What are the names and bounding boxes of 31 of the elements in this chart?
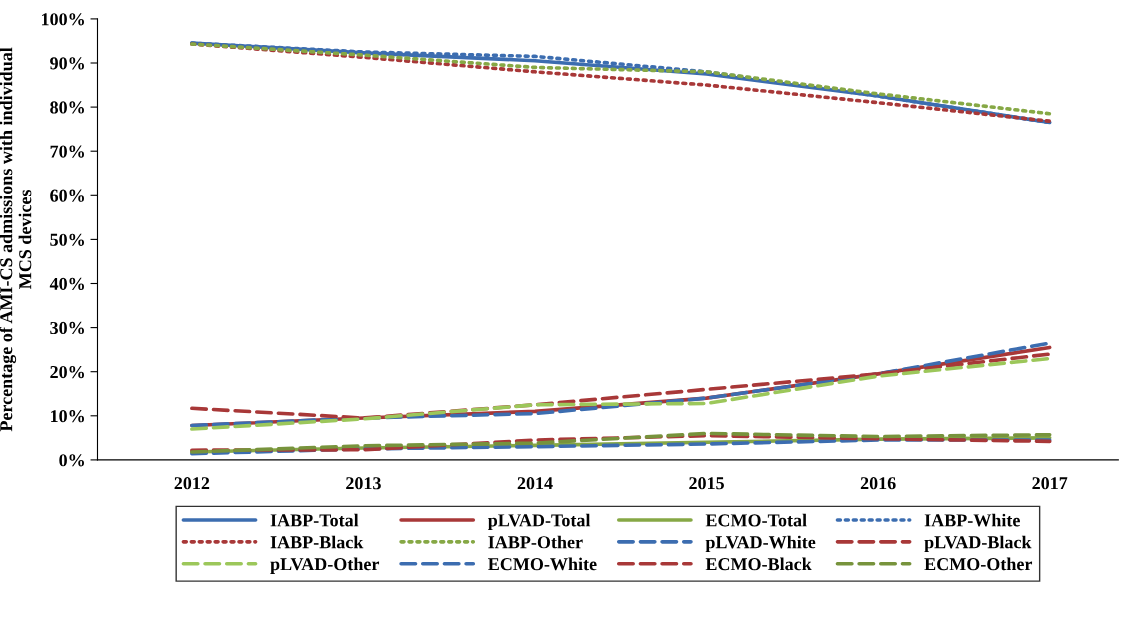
y-tick-label: 50% [50,233,84,246]
legend-label: pLVAD-Other [270,557,380,574]
y-tick-label: 20% [50,365,84,379]
x-tick-label: 2015 [689,477,724,490]
y-tick-label: 10% [51,410,84,423]
legend-label: ECMO-Black [705,557,812,571]
legend-label: ECMO-Other [924,557,1033,571]
legend-label: pLVAD-Total [487,513,591,531]
x-tick-label: 2017 [1032,477,1068,490]
legend-label: pLVAD-White [705,535,816,553]
line-series [190,356,1052,431]
y-tick-label: 30% [50,321,84,335]
y-tick-label: 40% [49,277,84,290]
y-tick-label: 0% [59,454,84,467]
y-axis-title: Percentage of AMI-CS admissions with individual MCS devices [0,47,32,432]
legend-label: IABP-Other [488,535,583,549]
legend-label: ECMO-Total [705,513,807,527]
x-tick-label: 2014 [517,477,553,490]
legend-label: IABP-White [924,513,1020,527]
y-tick-label: 80% [50,101,84,114]
legend-label: IABP-Black [270,535,364,549]
x-tick-label: 2012 [174,477,210,490]
legend-label: pLVAD-Black [924,535,1032,553]
y-tick-label: 70% [50,145,84,158]
y-tick-label: 100% [42,13,84,26]
legend-label: IABP-Total [270,513,359,527]
y-tick-label: 90% [50,57,84,70]
legend-label: ECMO-White [488,557,597,571]
y-tick-label: 60% [50,189,84,202]
x-tick-label: 2013 [346,477,381,490]
x-tick-label: 2016 [860,477,896,490]
